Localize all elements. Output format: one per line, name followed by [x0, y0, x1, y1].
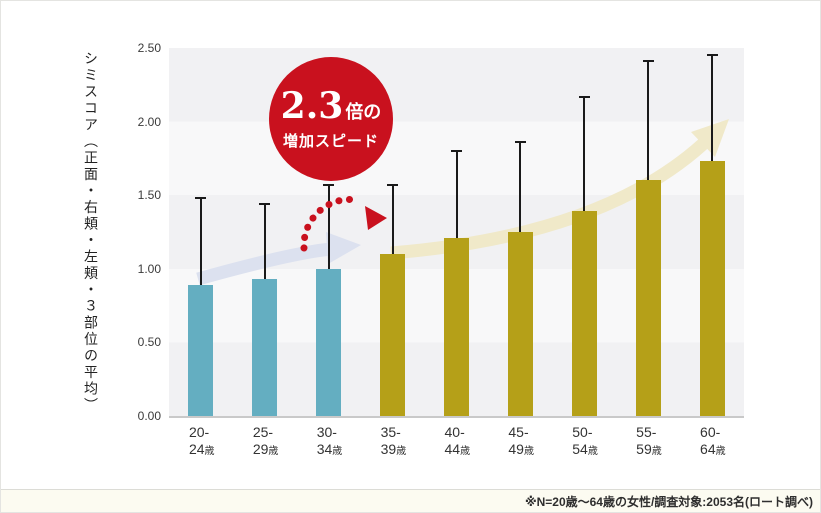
error-bar-cap — [387, 184, 399, 186]
error-bar-55-59歳 — [647, 61, 650, 180]
bar-20-24歳 — [188, 285, 214, 416]
error-bar-60-64歳 — [711, 55, 714, 161]
bar-30-34歳 — [316, 269, 342, 416]
y-tick-1.00: 1.00 — [137, 261, 161, 276]
error-bar-cap — [195, 197, 207, 199]
error-bar-40-44歳 — [455, 151, 458, 238]
bar-35-39歳 — [380, 254, 406, 416]
y-tick-0.00: 0.00 — [137, 409, 161, 423]
x-label-35-39歳: 35- 39歳 — [380, 424, 407, 457]
error-bar-cap — [514, 141, 526, 143]
badge-subtitle: 増加スピード — [282, 131, 379, 150]
footnote-bar: ※N=20歳～64歳の女性/調査対象:2053名(ロート調べ) — [1, 489, 820, 512]
error-bar-cap — [451, 150, 462, 152]
x-label-55-59歳: 55- 59歳 — [636, 424, 662, 457]
bar-55-59歳 — [635, 180, 661, 416]
bar-60-64歳 — [699, 161, 725, 416]
y-axis-title: シミスコア（正面・右頬・左頬・３部位の平均） — [83, 50, 99, 414]
error-bar-25-29歳 — [263, 204, 266, 279]
y-tick-0.50: 0.50 — [137, 335, 161, 350]
error-bar-20-24歳 — [199, 198, 202, 285]
x-label-40-44歳: 40- 44歳 — [444, 424, 471, 457]
x-label-50-54歳: 50- 54歳 — [572, 424, 598, 457]
badge-value: 2.3 — [280, 84, 344, 127]
bar-25-29歳 — [252, 279, 278, 416]
error-bar-35-39歳 — [391, 185, 394, 254]
bar-40-44歳 — [444, 238, 469, 416]
error-bar-cap — [642, 60, 654, 62]
y-tick-1.50: 1.50 — [137, 188, 161, 203]
y-tick-2.50: 2.50 — [137, 41, 161, 55]
error-bar-30-34歳 — [327, 185, 330, 269]
error-bar-45-49歳 — [519, 142, 522, 232]
x-label-45-49歳: 45- 49歳 — [508, 424, 534, 457]
y-tick-2.00: 2.00 — [137, 114, 161, 129]
bar-45-49歳 — [507, 232, 533, 416]
x-label-20-24歳: 20- 24歳 — [188, 424, 215, 457]
bars-layer — [169, 48, 744, 416]
badge-value-line: 2.3 倍の — [281, 88, 382, 124]
x-label-30-34歳: 30- 34歳 — [316, 424, 343, 457]
x-label-25-29歳: 25- 29歳 — [252, 424, 279, 457]
bar-50-54歳 — [571, 211, 597, 416]
x-label-60-64歳: 60- 64歳 — [700, 424, 726, 457]
highlight-badge: 2.3 倍の 増加スピード — [269, 57, 393, 181]
error-bar-cap — [578, 96, 590, 98]
error-bar-cap — [706, 54, 718, 56]
footnote-text: ※N=20歳～64歳の女性/調査対象:2053名(ロート調べ) — [524, 494, 813, 509]
badge-value-suffix: 倍の — [345, 101, 382, 123]
error-bar-cap — [323, 184, 335, 186]
error-bar-cap — [259, 203, 271, 205]
error-bar-50-54歳 — [583, 97, 586, 211]
